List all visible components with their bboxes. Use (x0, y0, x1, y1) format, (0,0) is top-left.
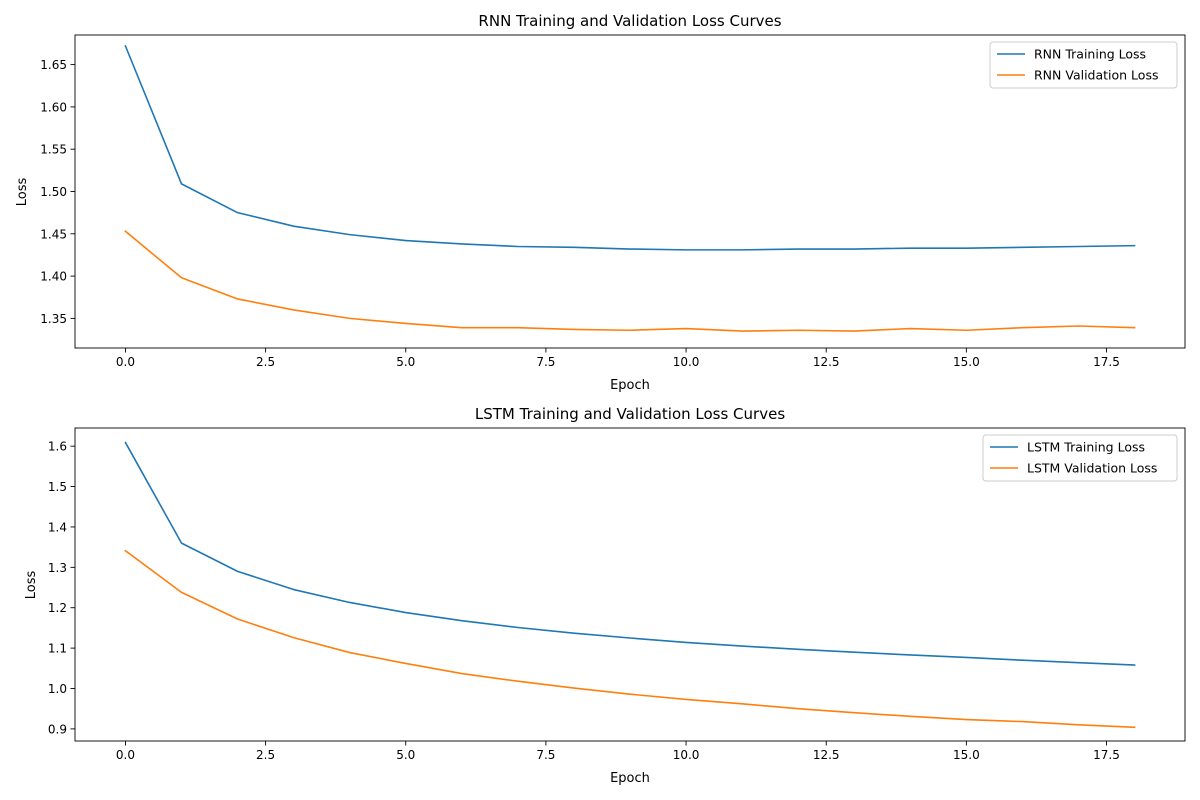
lstm-series-line-validation (124, 549, 1136, 729)
lstm-y-tick-label: 1.5 (48, 480, 67, 494)
lstm-y-tick-label: 1.6 (48, 440, 67, 454)
lstm-x-tick-label: 15.0 (953, 748, 980, 762)
rnn-y-tick-label: 1.60 (40, 100, 67, 114)
rnn-x-axis-label: Epoch (610, 378, 650, 393)
lstm-x-axis-label: Epoch (610, 771, 650, 786)
rnn-series-line-validation (124, 230, 1136, 332)
rnn-x-tick-label: 17.5 (1093, 355, 1120, 369)
lstm-x-tick-label: 2.5 (256, 748, 275, 762)
lstm-legend-box (982, 434, 1178, 482)
lstm-y-tick-label: 1.3 (48, 561, 67, 575)
rnn-x-tick-label: 7.5 (536, 355, 555, 369)
lstm-x-tick-label: 0.0 (116, 748, 135, 762)
lstm-legend-label-training: LSTM Training Loss (1027, 440, 1145, 455)
lstm-legend: LSTM Training Loss LSTM Validation Loss (982, 434, 1178, 482)
lstm-plot-frame (74, 427, 1186, 742)
rnn-series-line-training (124, 44, 1136, 251)
lstm-legend-label-validation: LSTM Validation Loss (1027, 461, 1157, 476)
rnn-x-tick-label: 12.5 (813, 355, 840, 369)
lstm-y-tick-label: 1.1 (48, 642, 67, 656)
rnn-legend: RNN Training Loss RNN Validation Loss (989, 41, 1178, 89)
lstm-x-tick-label: 10.0 (673, 748, 700, 762)
rnn-x-tick-label: 10.0 (673, 355, 700, 369)
lstm-x-tick-label: 17.5 (1093, 748, 1120, 762)
lstm-y-tick-label: 1.2 (48, 601, 67, 615)
rnn-legend-label-training: RNN Training Loss (1034, 47, 1146, 62)
rnn-y-tick-label: 1.65 (40, 58, 67, 72)
rnn-chart-title: RNN Training and Validation Loss Curves (478, 12, 781, 30)
rnn-x-tick-label: 2.5 (256, 355, 275, 369)
rnn-legend-label-validation: RNN Validation Loss (1034, 68, 1158, 83)
rnn-y-tick-label: 1.40 (40, 270, 67, 284)
rnn-y-tick-label: 1.55 (40, 143, 67, 157)
lstm-x-tick-label: 7.5 (536, 748, 555, 762)
lstm-loss-chart: LSTM Training and Validation Loss Curves… (24, 405, 1186, 786)
lstm-chart-title: LSTM Training and Validation Loss Curves (475, 405, 785, 423)
lstm-y-tick-label: 0.9 (48, 722, 67, 736)
rnn-y-axis-label: Loss (15, 178, 30, 207)
lstm-series-line-training (124, 441, 1136, 666)
lstm-y-tick-label: 1.0 (48, 682, 67, 696)
rnn-y-tick-label: 1.50 (40, 185, 67, 199)
rnn-x-tick-label: 0.0 (116, 355, 135, 369)
rnn-legend-box (989, 41, 1178, 89)
rnn-y-tick-label: 1.45 (40, 227, 67, 241)
rnn-loss-chart: RNN Training and Validation Loss Curves … (15, 12, 1186, 393)
rnn-x-tick-label: 5.0 (396, 355, 415, 369)
lstm-y-tick-label: 1.4 (48, 520, 67, 534)
lstm-y-axis-label: Loss (24, 571, 39, 600)
rnn-y-tick-label: 1.35 (40, 312, 67, 326)
lstm-x-tick-label: 5.0 (396, 748, 415, 762)
lstm-x-tick-label: 12.5 (813, 748, 840, 762)
rnn-x-tick-label: 15.0 (953, 355, 980, 369)
